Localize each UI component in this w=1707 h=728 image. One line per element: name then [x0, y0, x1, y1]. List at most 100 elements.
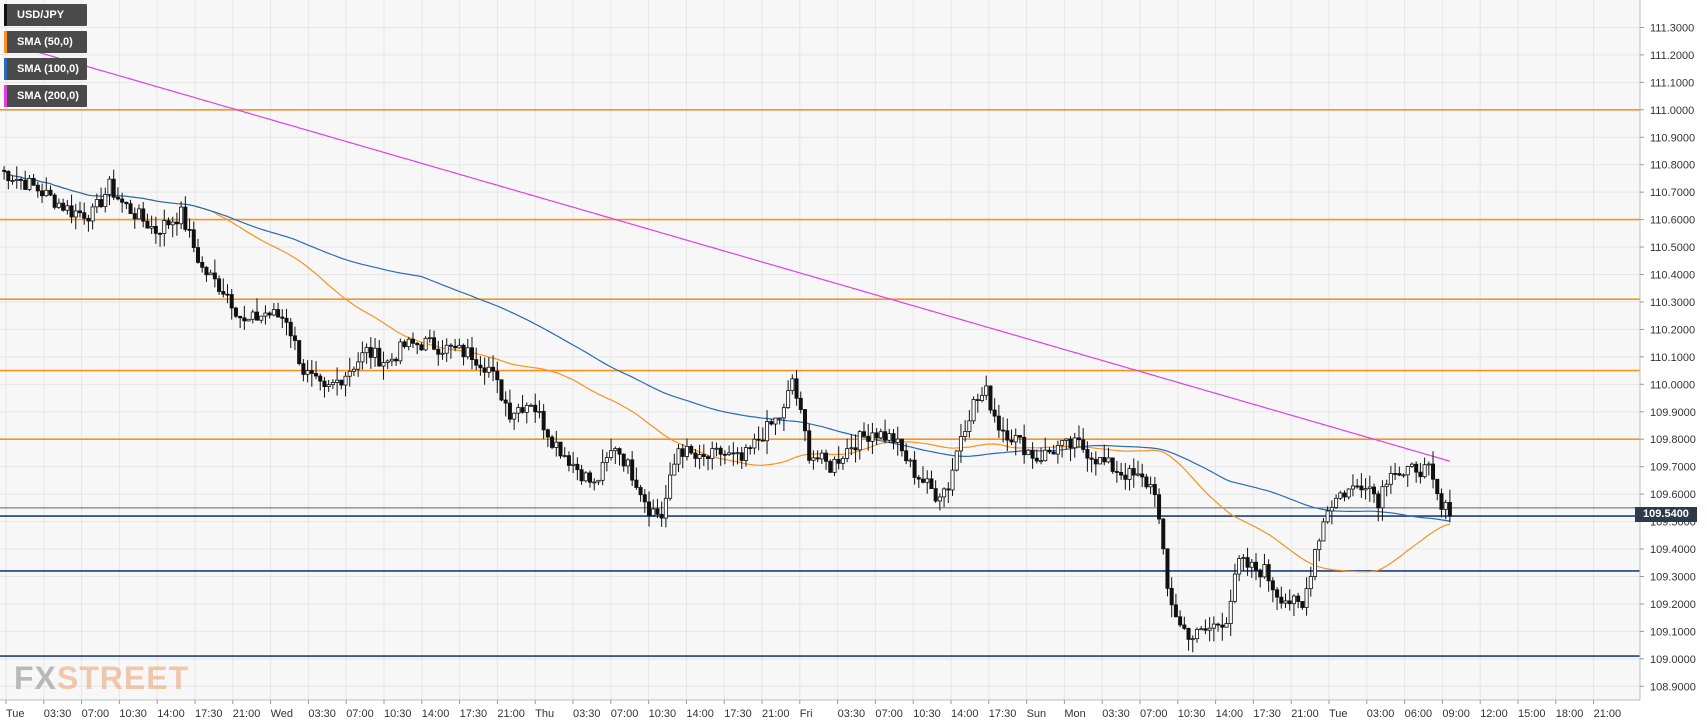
candle-bearish: [722, 453, 727, 456]
candle-bearish: [575, 463, 580, 471]
candle-bearish: [912, 459, 917, 478]
candle-bullish: [857, 431, 862, 451]
candle-bullish: [954, 450, 959, 471]
candle-bullish: [1409, 463, 1414, 467]
x-tick-label: 03:00: [1367, 708, 1395, 720]
candle-bullish: [554, 441, 559, 448]
candle-bearish: [267, 312, 272, 316]
candle-bearish: [1114, 471, 1119, 473]
candle-bullish: [840, 458, 845, 464]
candle-bearish: [1447, 502, 1452, 517]
candle-bearish: [191, 229, 196, 248]
candle-bullish: [562, 455, 567, 458]
candle-bearish: [153, 225, 158, 234]
x-tick-label: 12:00: [1480, 708, 1508, 720]
candle-bearish: [996, 415, 1001, 431]
candle-bullish: [1055, 444, 1060, 455]
x-tick-label: 03:30: [44, 708, 72, 720]
candle-bearish: [731, 452, 736, 455]
candle-bullish: [136, 208, 141, 220]
candle-bullish: [743, 447, 748, 461]
time-axis: Tue 03:30 07:00 10:30 14:00 17:30 21:00 Wed 03:3…: [5, 700, 1621, 720]
candle-bullish: [1321, 521, 1326, 542]
candle-bearish: [1287, 600, 1292, 605]
candle-bullish: [1283, 600, 1288, 604]
x-tick-label: Mon: [1064, 708, 1085, 720]
x-tick-label: 18:00: [1556, 708, 1584, 720]
candle-bullish: [604, 457, 609, 463]
candle-bullish: [170, 221, 175, 226]
candle-bearish: [318, 375, 323, 382]
candle-bearish: [255, 311, 260, 321]
candle-bearish: [61, 202, 66, 211]
candle-bullish: [786, 390, 791, 409]
candle-bullish: [735, 452, 740, 455]
candle-bearish: [436, 348, 441, 355]
candle-bullish: [1367, 486, 1372, 490]
candle-bearish: [1165, 548, 1170, 589]
legend-sma-100[interactable]: SMA (100,0): [4, 58, 87, 80]
candle-bullish: [727, 452, 732, 456]
legend-sma-50[interactable]: SMA (50,0): [4, 31, 87, 53]
candle-bullish: [398, 341, 403, 362]
candle-bearish: [1119, 471, 1124, 476]
candle-bullish: [958, 436, 963, 452]
candle-bullish: [811, 457, 816, 461]
x-tick-label: 10:30: [649, 708, 677, 720]
candle-bearish: [883, 431, 888, 441]
legend-symbol[interactable]: USD/JPY: [4, 4, 87, 26]
candle-bearish: [453, 345, 458, 349]
candle-bearish: [680, 448, 685, 457]
candle-bearish: [276, 309, 281, 318]
candle-bearish: [145, 220, 150, 229]
candle-bearish: [861, 431, 866, 437]
x-tick-label: 03:30: [1102, 708, 1130, 720]
legend-sma-200[interactable]: SMA (200,0): [4, 85, 87, 107]
candle-bullish: [1405, 465, 1410, 476]
candle-bullish: [697, 454, 702, 459]
candle-bearish: [1001, 429, 1006, 432]
candle-bearish: [1152, 484, 1157, 496]
candle-bullish: [347, 370, 352, 377]
x-tick-label: 15:00: [1518, 708, 1546, 720]
current-price-badge: 109.5400: [1635, 506, 1697, 522]
candle-bullish: [1043, 449, 1048, 462]
candle-bullish: [512, 412, 517, 420]
candle-bearish: [1169, 587, 1174, 606]
candle-bullish: [980, 394, 985, 401]
candle-bullish: [752, 438, 757, 449]
candle-bullish: [103, 194, 108, 208]
candle-bearish: [1418, 471, 1423, 478]
candle-bearish: [461, 344, 466, 358]
candle-bearish: [899, 438, 904, 452]
candle-bullish: [613, 448, 618, 452]
candle-bearish: [1355, 485, 1360, 488]
price-axis: 111.3000 111.2000 111.1000 111.0000 110.9000…: [1640, 22, 1696, 693]
candle-bullish: [963, 431, 968, 437]
candle-bearish: [1005, 430, 1010, 441]
x-tick-label: 17:30: [989, 708, 1017, 720]
y-tick-label: 109.4000: [1650, 544, 1696, 556]
candle-bearish: [1245, 557, 1250, 568]
candle-bearish: [1300, 601, 1305, 608]
support-resistance-levels: [0, 109, 1640, 657]
candle-bullish: [90, 206, 95, 222]
candle-bearish: [1439, 493, 1444, 510]
candle-bullish: [360, 352, 365, 363]
candle-bearish: [545, 429, 550, 438]
candle-bearish: [866, 435, 871, 442]
candle-bearish: [718, 447, 723, 455]
candle-bullish: [950, 469, 955, 491]
candle-bearish: [946, 488, 951, 491]
candle-bullish: [870, 432, 875, 442]
legend-symbol-label: USD/JPY: [17, 9, 65, 21]
candle-bullish: [326, 384, 331, 388]
x-tick-label: 14:00: [686, 708, 714, 720]
candle-bearish: [1085, 449, 1090, 459]
candle-bearish: [284, 317, 289, 323]
candle-bullish: [668, 474, 673, 499]
candle-bullish: [356, 361, 361, 370]
candle-bearish: [1376, 493, 1381, 509]
y-tick-label: 111.1000: [1650, 77, 1694, 89]
